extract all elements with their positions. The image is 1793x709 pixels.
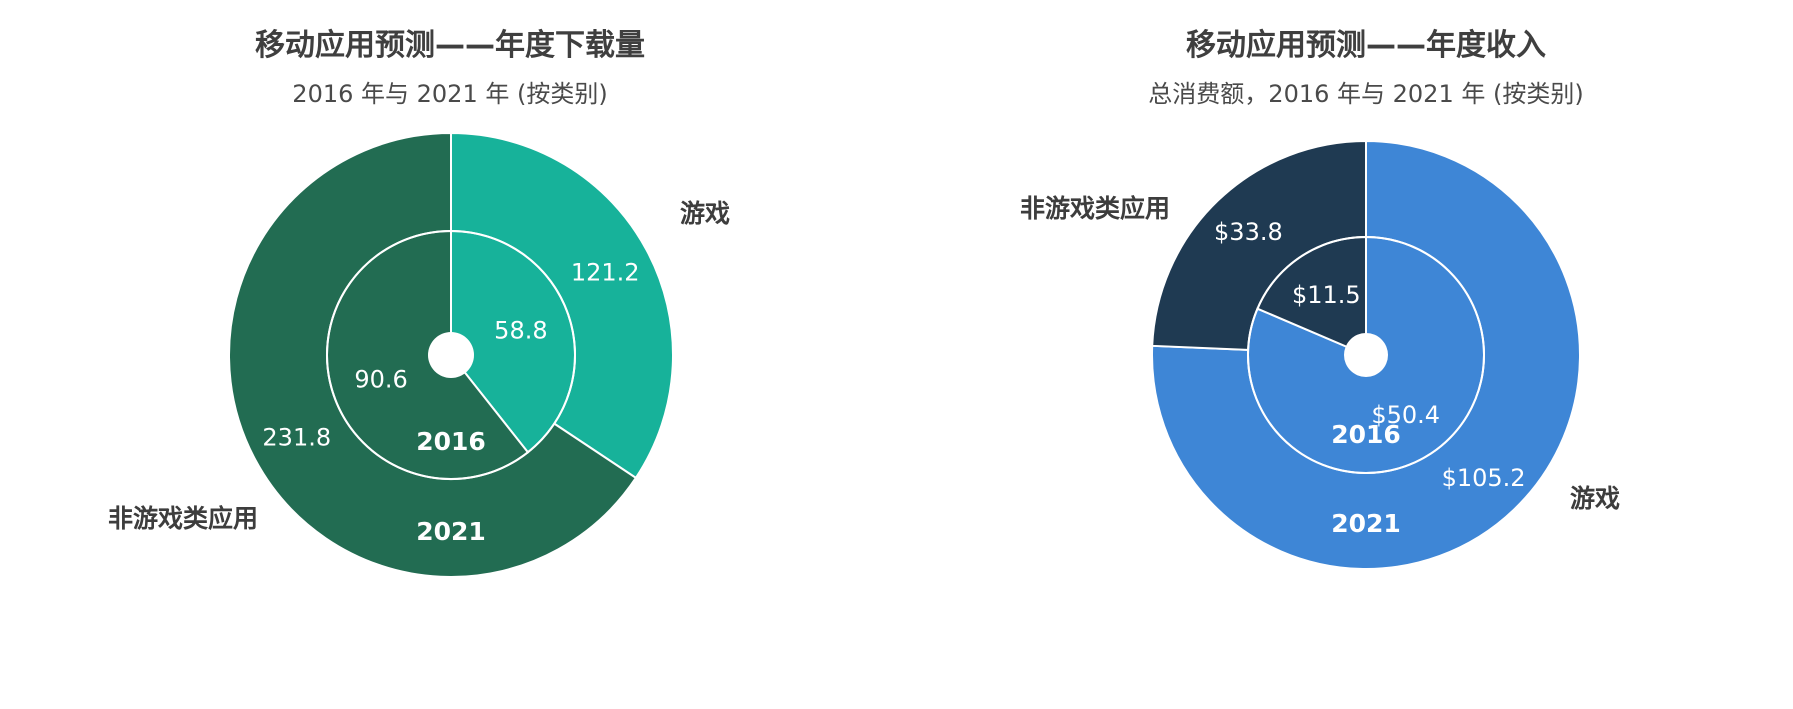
outer-value-label: 231.8: [262, 424, 331, 452]
category-label: 非游戏类应用: [1020, 194, 1170, 223]
outer-slice-0: [1151, 139, 1581, 570]
chart-subtitle: 总消费额，2016 年与 2021 年 (按类别): [1148, 80, 1584, 108]
donut-center-hole: [428, 332, 474, 378]
chart-title: 移动应用预测——年度下载量: [255, 28, 645, 63]
category-label: 游戏: [1570, 484, 1620, 513]
inner-value-label: $50.4: [1371, 401, 1440, 429]
ring-divider: [1247, 236, 1485, 474]
category-label: 非游戏类应用: [108, 504, 258, 533]
downloads-chart: 移动应用预测——年度下载量 2016 年与 2021 年 (按类别) 58.8 9…: [108, 28, 730, 578]
inner-ring-label: 2016: [416, 427, 486, 456]
inner-ring-label: 2016: [1331, 420, 1401, 449]
category-label: 游戏: [680, 199, 730, 228]
donut-center-hole: [1344, 333, 1388, 377]
revenue-donut-chart: $50.4 $11.5 $105.2 $33.8 2016 2021 游戏 非游戏类应用: [1020, 139, 1620, 570]
ring-divider: [326, 230, 576, 480]
outer-ring-label: 2021: [1331, 509, 1401, 538]
outer-value-label: $33.8: [1214, 218, 1283, 246]
inner-value-label: 90.6: [354, 365, 407, 393]
chart-title: 移动应用预测——年度收入: [1186, 28, 1546, 63]
chart-subtitle: 2016 年与 2021 年 (按类别): [292, 80, 608, 108]
inner-value-label: 58.8: [494, 317, 547, 345]
revenue-chart: 移动应用预测——年度收入 总消费额，2016 年与 2021 年 (按类别) $…: [900, 0, 1793, 709]
outer-ring-label: 2021: [416, 517, 486, 546]
outer-value-label: 121.2: [571, 258, 640, 286]
inner-value-label: $11.5: [1292, 281, 1361, 309]
outer-value-label: $105.2: [1442, 464, 1526, 492]
